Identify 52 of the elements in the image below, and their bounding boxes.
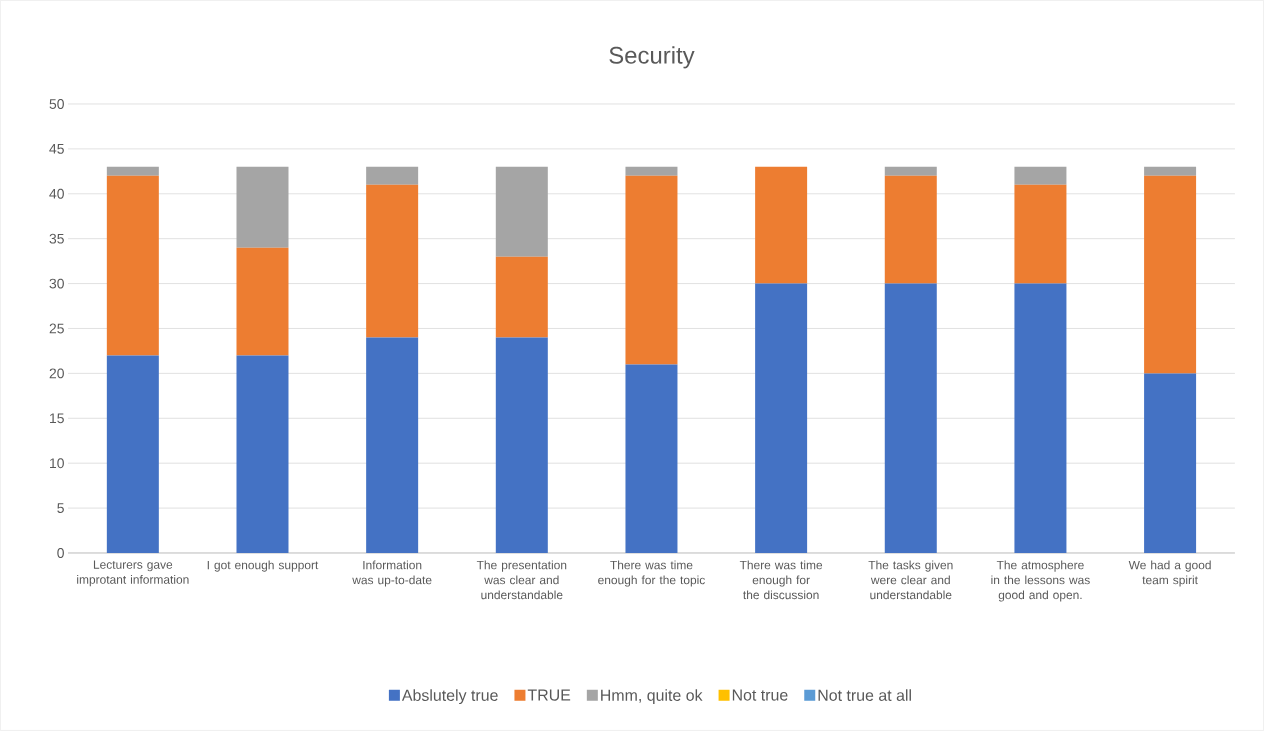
bar bbox=[625, 175, 678, 365]
y-tick-label: 45 bbox=[49, 144, 64, 154]
x-tick-label: The atmosphere in the lessons was good and open. bbox=[991, 560, 1090, 602]
y-tick-label: 15 bbox=[50, 413, 64, 424]
bar bbox=[1144, 175, 1197, 374]
y-tick-label: 50 bbox=[49, 99, 64, 109]
x-tick-label: Lecturers gave improtant information bbox=[77, 560, 189, 587]
legend-label: Abslutely true bbox=[401, 689, 498, 705]
y-tick-label: 30 bbox=[49, 278, 64, 289]
x-tick-label: There was time enough for the discussion bbox=[739, 560, 823, 600]
bar bbox=[106, 166, 159, 176]
legend-label: TRUE bbox=[527, 689, 571, 701]
y-tick-label: 5 bbox=[57, 503, 64, 513]
bar bbox=[106, 175, 159, 356]
chart-title: Security bbox=[609, 46, 695, 69]
bar bbox=[755, 283, 808, 553]
bar bbox=[1014, 184, 1067, 284]
x-tick-label: There was time enough for the topic bbox=[598, 560, 705, 587]
legend-label: Not true at all bbox=[818, 689, 911, 701]
x-tick-label: I got enough support bbox=[207, 560, 319, 572]
bar bbox=[625, 166, 678, 176]
x-tick-label: We had a good team spirit bbox=[1128, 560, 1211, 587]
x-tick-label: The presentation was clear and understandable bbox=[476, 560, 567, 600]
bar bbox=[1014, 166, 1067, 185]
bar bbox=[366, 337, 419, 553]
bar bbox=[1144, 166, 1197, 176]
bar bbox=[755, 166, 808, 284]
bar bbox=[884, 283, 937, 553]
y-tick-label: 35 bbox=[49, 233, 64, 244]
y-tick-label: 40 bbox=[49, 188, 64, 199]
legend-label: Hmm, quite ok bbox=[601, 689, 703, 705]
bar bbox=[366, 184, 419, 338]
bar bbox=[236, 247, 289, 356]
bar bbox=[1014, 283, 1067, 553]
bar bbox=[495, 256, 548, 338]
bar bbox=[236, 166, 289, 248]
y-tick-label: 0 bbox=[57, 548, 64, 558]
bar bbox=[625, 364, 678, 553]
bar bbox=[236, 355, 289, 553]
bar bbox=[884, 175, 937, 284]
legend-label: Not true bbox=[732, 689, 788, 701]
y-tick-label: 10 bbox=[50, 458, 64, 469]
x-tick-label: The tasks given were clear and understandable bbox=[868, 560, 953, 600]
bar bbox=[495, 337, 548, 553]
y-tick-label: 20 bbox=[49, 368, 64, 379]
bar bbox=[106, 355, 159, 553]
bar bbox=[1144, 373, 1197, 553]
y-tick-label: 25 bbox=[49, 323, 64, 334]
x-tick-label: Information was up-to-date bbox=[352, 560, 432, 587]
bar bbox=[366, 166, 419, 185]
bar bbox=[884, 166, 937, 176]
bar bbox=[495, 166, 548, 257]
